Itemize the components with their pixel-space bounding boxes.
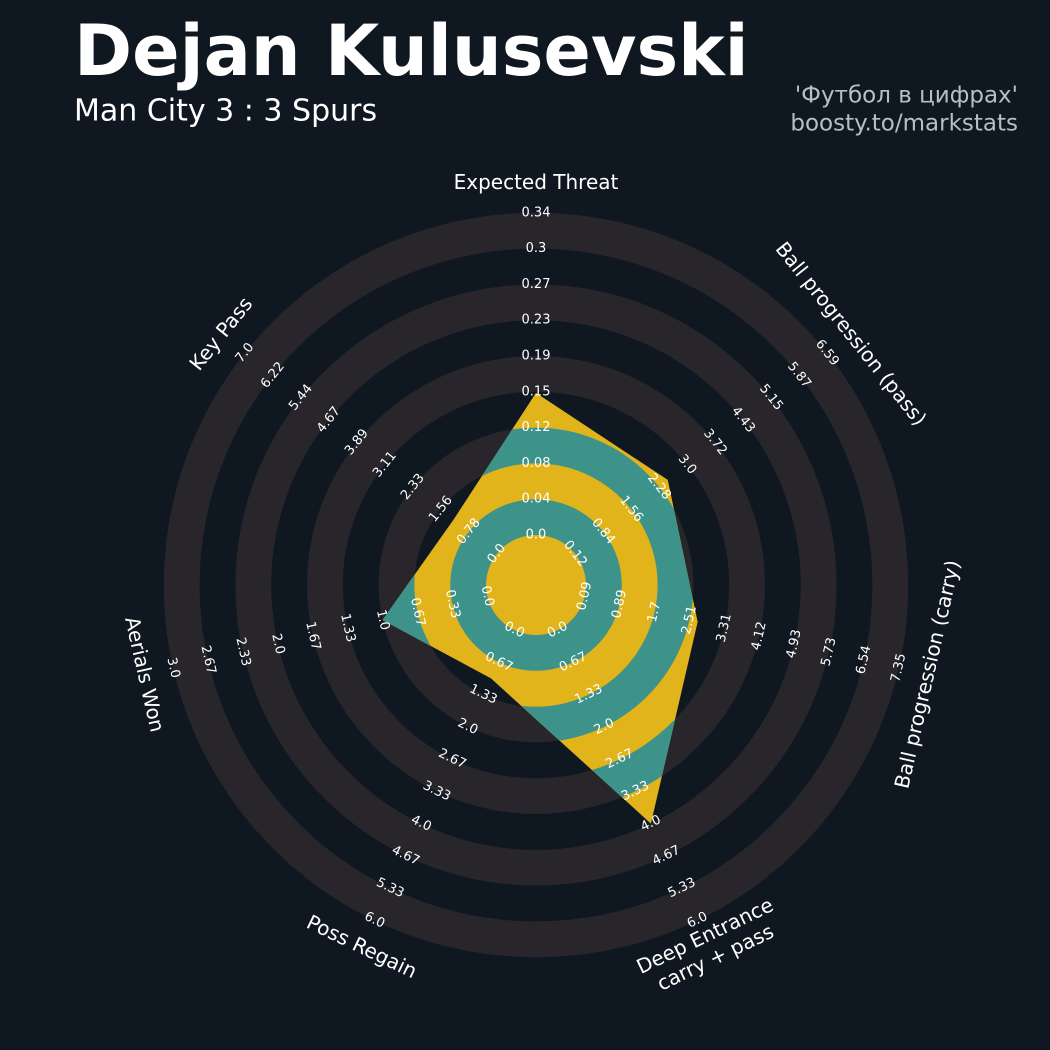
radar-bands: [382, 392, 698, 824]
tick-label: 0.0: [526, 528, 547, 543]
tick-label: 6.54: [853, 644, 874, 676]
tick-label: 3.31: [714, 612, 735, 644]
tick-label: 0.27: [522, 277, 551, 292]
chart-subtitle: Man City 3 : 3 Spurs: [74, 94, 377, 129]
tick-label: 0.19: [522, 349, 551, 364]
tick-label: 1.33: [337, 612, 358, 644]
tick-label: 1.67: [302, 620, 323, 652]
tick-label: 0.12: [522, 420, 551, 435]
credit: 'Футбол в цифрах': [795, 83, 1018, 109]
tick-label: 7.35: [888, 652, 909, 684]
radar-band: [450, 499, 622, 671]
axis-label: Expected Threat: [454, 169, 619, 193]
tick-label: 0.23: [522, 313, 551, 328]
tick-label: 0.34: [522, 205, 551, 220]
chart-title: Dejan Kulusevski: [74, 10, 749, 92]
tick-label: 2.51: [679, 604, 700, 636]
tick-label: 2.33: [232, 636, 253, 668]
tick-label: 0.89: [609, 588, 630, 620]
tick-label: 0.15: [522, 384, 551, 399]
credit: boosty.to/markstats: [790, 111, 1018, 137]
tick-label: 0.3: [526, 241, 547, 256]
tick-label: 4.93: [784, 628, 805, 660]
tick-label: 4.12: [749, 620, 770, 652]
tick-label: 0.08: [522, 456, 551, 471]
tick-label: 2.0: [268, 632, 287, 656]
tick-label: 2.67: [198, 644, 219, 676]
tick-label: 1.0: [373, 608, 392, 632]
tick-label: 1.7: [645, 600, 664, 624]
tick-label: 0.67: [407, 596, 428, 628]
tick-label: 0.04: [522, 492, 551, 507]
tick-label: 0.33: [442, 588, 463, 620]
tick-label: 0.0: [478, 584, 497, 608]
tick-label: 3.0: [164, 656, 183, 680]
tick-label: 5.73: [819, 636, 840, 668]
tick-label: 0.09: [574, 580, 595, 612]
